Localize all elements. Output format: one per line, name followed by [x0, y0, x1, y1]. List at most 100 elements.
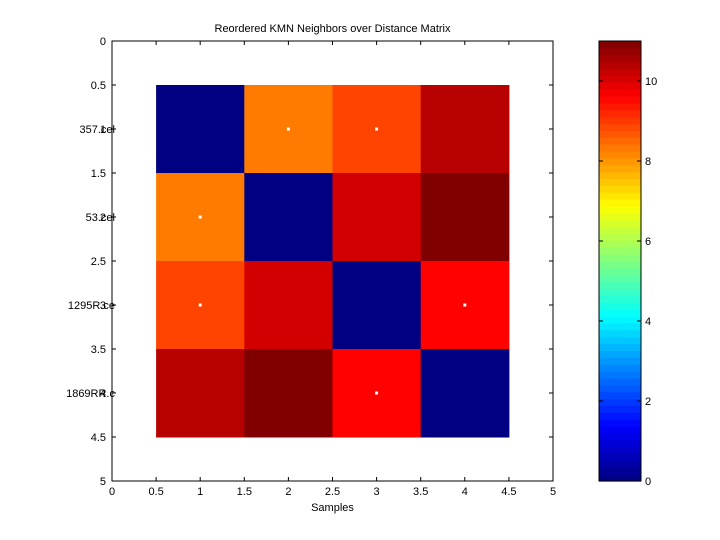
row-sample-label: 53.cel — [86, 212, 115, 224]
colorbar-segment — [599, 102, 641, 111]
row-sample-label: 1295R.ce — [68, 300, 115, 312]
colorbar-segment — [599, 164, 641, 173]
colorbar-segment — [599, 343, 641, 351]
colorbar-segment — [599, 261, 641, 269]
x-axis-label: Samples — [311, 502, 354, 514]
colorbar-segment — [599, 212, 641, 221]
colorbar-segment — [599, 68, 641, 76]
colorbar-segment — [599, 199, 641, 207]
neighbor-marker — [463, 303, 467, 307]
colorbar-segment — [599, 419, 641, 427]
colorbar-segment — [599, 357, 641, 365]
colorbar-segment — [599, 41, 641, 49]
neighbor-marker — [198, 303, 202, 307]
colorbar-segment — [599, 350, 641, 358]
colorbar-segment — [599, 274, 641, 283]
colorbar-segment — [599, 109, 641, 118]
colorbar-segment — [599, 371, 641, 379]
colorbar-segment — [599, 54, 641, 63]
colorbar-segment — [599, 377, 641, 386]
colorbar-segment — [599, 116, 641, 125]
neighbor-marker — [375, 391, 379, 395]
colorbar-segment — [599, 157, 641, 166]
colorbar-segment — [599, 398, 641, 406]
heatmap-cell — [156, 85, 245, 174]
colorbar-segment — [599, 240, 641, 248]
colorbar-segment — [599, 254, 641, 262]
colorbar-segment — [599, 61, 641, 70]
y-tick-label: 4.5 — [91, 432, 106, 444]
colorbar-segment — [599, 233, 641, 241]
neighbor-marker — [286, 127, 290, 131]
heatmap-cell — [420, 349, 510, 438]
x-tick-label: 5 — [550, 486, 556, 498]
colorbar-segment — [599, 322, 641, 331]
colorbar-segment — [599, 384, 641, 393]
y-tick-label: 2 — [100, 212, 106, 224]
heatmap-cell — [420, 85, 510, 174]
colorbar-segment — [599, 178, 641, 186]
y-tick-label: 3.5 — [91, 344, 106, 356]
colorbar-tick-label: 10 — [645, 76, 657, 88]
colorbar-segment — [599, 96, 641, 104]
colorbar-segment — [599, 75, 641, 83]
colorbar-segment — [599, 144, 641, 152]
colorbar-segment — [599, 439, 641, 448]
colorbar-tick-label: 6 — [645, 236, 651, 248]
heatmap-cell — [332, 261, 422, 350]
colorbar-segment — [599, 281, 641, 290]
y-tick-label: 1 — [100, 124, 106, 136]
x-tick-label: 2.5 — [325, 486, 340, 498]
colorbar-segment — [599, 185, 641, 193]
colorbar-segment — [599, 467, 641, 475]
heatmap-cell — [244, 173, 333, 262]
colorbar-segment — [599, 460, 641, 468]
x-tick-label: 4 — [462, 486, 468, 498]
colorbar-segment — [599, 309, 641, 317]
colorbar-tick-label: 0 — [645, 476, 651, 488]
colorbar-segment — [599, 137, 641, 145]
colorbar-segment — [599, 130, 641, 138]
y-tick-label: 0.5 — [91, 80, 106, 92]
colorbar-tick-label: 2 — [645, 396, 651, 408]
colorbar-segment — [599, 302, 641, 310]
colorbar-segment — [599, 364, 641, 372]
colorbar-segment — [599, 47, 641, 56]
colorbar-segment — [599, 316, 641, 324]
neighbor-marker — [375, 127, 379, 131]
y-tick-label: 4 — [100, 388, 106, 400]
colorbar-segment — [599, 123, 641, 131]
colorbar-tick-label: 8 — [645, 156, 651, 168]
colorbar-tick-label: 4 — [645, 316, 651, 328]
colorbar-segment — [599, 226, 641, 235]
heatmap-cell — [332, 173, 422, 262]
row-sample-label: 357.cel — [80, 124, 115, 136]
x-tick-label: 1 — [197, 486, 203, 498]
colorbar-segment — [599, 151, 641, 159]
colorbar-segment — [599, 267, 641, 276]
colorbar-segment — [599, 82, 641, 90]
y-tick-label: 0 — [100, 36, 106, 48]
x-tick-label: 0.5 — [148, 486, 163, 498]
colorbar-segment — [599, 219, 641, 228]
colorbar-segment — [599, 247, 641, 255]
y-tick-label: 2.5 — [91, 256, 106, 268]
colorbar-frame — [598, 40, 642, 482]
chart-title: Reordered KMN Neighbors over Distance Ma… — [215, 23, 451, 35]
y-tick-label: 1.5 — [91, 168, 106, 180]
heatmap-cell — [156, 349, 245, 438]
heatmap-cell — [244, 261, 333, 350]
neighbor-marker — [198, 215, 202, 219]
colorbar-segment — [599, 336, 641, 345]
colorbar-segment — [599, 329, 641, 338]
y-tick-label: 5 — [100, 476, 106, 488]
x-tick-label: 0 — [109, 486, 115, 498]
colorbar-segment — [599, 192, 641, 200]
colorbar-segment — [599, 453, 641, 461]
x-tick-label: 1.5 — [237, 486, 252, 498]
colorbar-segment — [599, 288, 641, 296]
row-sample-label: 1869RR.c — [66, 388, 115, 400]
colorbar-segment — [599, 412, 641, 420]
colorbar-segment — [599, 474, 641, 482]
